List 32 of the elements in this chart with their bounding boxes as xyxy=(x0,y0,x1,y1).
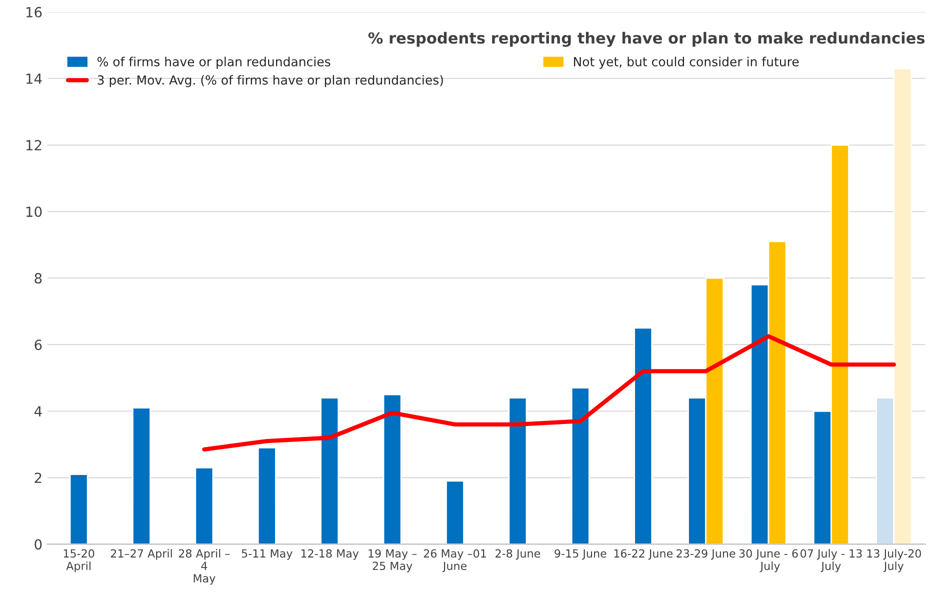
y-tick-label: 12 xyxy=(26,140,42,150)
x-tick-label: 21–27 April xyxy=(110,549,172,560)
bar xyxy=(132,407,151,544)
text: % respodents reporting they have or plan to make redundancies xyxy=(368,32,925,47)
y-tick-label: 2 xyxy=(34,472,42,483)
y-tick-label: 0 xyxy=(34,539,42,550)
legend-label: Not yet, but could consider in future xyxy=(574,56,799,69)
x-tick-label: 13 July-20 July xyxy=(867,549,921,572)
x-tick-label: 23-29 June xyxy=(676,549,736,560)
x-tick-label: 28 April – 4 May xyxy=(178,549,230,585)
y-tick-label: 8 xyxy=(34,273,42,284)
y-tick-label: 10 xyxy=(26,206,42,218)
x-tick-label: 19 May – 25 May xyxy=(368,549,417,572)
x-tick-label: 07 July - 13 July xyxy=(800,549,862,572)
x-tick-label: 15-20 April xyxy=(64,549,94,572)
y-tick-label: 16 xyxy=(26,6,42,18)
x-tick-label: 9-15 June xyxy=(554,549,606,560)
x-tick-label: 30 June - 6 July xyxy=(739,549,798,572)
x-tick-label: 2-8 June xyxy=(496,549,540,560)
y-tick-label: 14 xyxy=(26,74,42,84)
bar xyxy=(257,447,276,544)
x-tick-label: 16-22 June xyxy=(614,549,673,560)
bar xyxy=(194,466,214,544)
legend-label: % of firms have or plan redundancies xyxy=(97,56,330,69)
x-tick-label: 5-11 May xyxy=(242,549,292,560)
bar xyxy=(69,474,88,544)
y-tick-label: 6 xyxy=(34,340,42,350)
x-tick-label: 26 May –01 June xyxy=(424,549,486,572)
legend-label: 3 per. Mov. Avg. (% of firms have or plan redundancies) xyxy=(98,75,443,88)
x-tick-label: 12-18 May xyxy=(301,549,359,560)
y-tick-label: 4 xyxy=(34,406,42,416)
line-series xyxy=(202,334,896,452)
